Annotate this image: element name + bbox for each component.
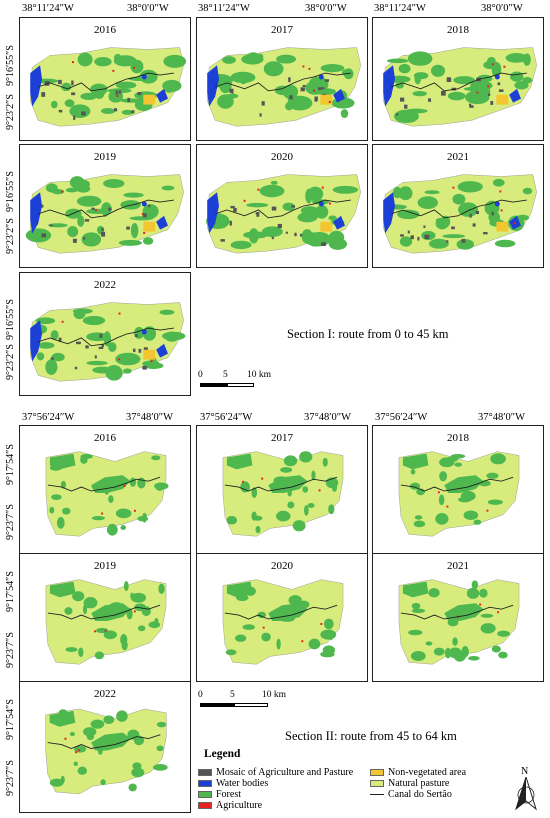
s1-lat-bottom-r2: 9°23′2″S — [5, 218, 16, 254]
s2-scale-zero: 0 — [198, 690, 203, 700]
legend: Legend Mosaic of Agriculture and Pasture… — [198, 748, 528, 816]
s2-scale-mid: 5 — [230, 690, 235, 700]
legend-swatch-nonveg — [370, 769, 384, 776]
s1-lon-right-3: 38°0′0″W — [481, 3, 523, 14]
s2-year-2016: 2016 — [94, 432, 116, 444]
s1-year-2018: 2018 — [447, 24, 469, 36]
legend-label-canal: Canal do Sertão — [388, 789, 452, 800]
s2-map-2021: 2021 — [372, 553, 544, 682]
north-arrow-icon: N — [514, 766, 538, 811]
s1-year-2019: 2019 — [94, 151, 116, 163]
s1-scale-mid: 5 — [223, 370, 228, 380]
s1-lat-top-r1: 9°16′55″S — [5, 45, 16, 86]
s2-year-2018: 2018 — [447, 432, 469, 444]
legend-swatch-agriculture — [198, 802, 212, 809]
legend-swatch-mosaic — [198, 769, 212, 776]
s1-lat-top-r3: 9°16′55″S — [5, 299, 16, 340]
s2-lat-bottom-r1: 9°23′7″S — [5, 504, 16, 540]
s1-map-2022: 2022 — [19, 272, 191, 396]
s1-lon-left-1: 38°11′24″W — [22, 3, 74, 14]
s1-scale-end: 10 km — [247, 370, 272, 380]
legend-label-nonveg: Non-vegetated area — [388, 767, 467, 778]
s1-year-2016: 2016 — [94, 24, 116, 36]
s1-lat-top-r2: 9°16′55″S — [5, 171, 16, 212]
s1-map-2017: 2017 — [196, 17, 368, 141]
s1-lon-right-1: 38°0′0″W — [127, 3, 169, 14]
s2-lat-top-r3: 9°17′54″S — [5, 699, 16, 740]
legend-swatch-pasture — [370, 780, 384, 787]
s2-scalebar: 0 5 10 km — [198, 690, 286, 709]
s1-lat-bottom-r3: 9°23′2″S — [5, 344, 16, 380]
legend-title: Legend — [204, 748, 241, 760]
s1-map-2018: 2018 — [372, 17, 544, 141]
s2-section-label: Section II: route from 45 to 64 km — [285, 729, 457, 743]
s2-lat-bottom-r3: 9°23′7″S — [5, 760, 16, 796]
s1-year-2017: 2017 — [271, 24, 293, 36]
legend-label-forest: Forest — [216, 789, 241, 800]
s2-map-2016: 2016 — [19, 425, 191, 554]
s2-map-2022: 2022 — [19, 681, 191, 813]
s2-scale-end: 10 km — [262, 690, 287, 700]
s1-map-2019: 2019 — [19, 144, 191, 268]
s2-lon-right-2: 37°48′0″W — [304, 412, 352, 423]
s1-scalebar: 0 5 10 km — [198, 370, 280, 389]
s1-map-2021: 2021 — [372, 144, 544, 268]
s2-lon-left-1: 37°56′24″W — [22, 412, 75, 423]
s1-year-2022: 2022 — [94, 279, 116, 291]
legend-label-mosaic: Mosaic of Agriculture and Pasture — [216, 767, 354, 778]
s2-lat-top-r2: 9°17′54″S — [5, 571, 16, 612]
s2-lat-top-r1: 9°17′54″S — [5, 444, 16, 485]
s2-year-2020: 2020 — [271, 560, 293, 572]
s1-lon-left-2: 38°11′24″W — [198, 3, 250, 14]
s1-lon-left-3: 38°11′24″W — [374, 3, 426, 14]
s2-year-2019: 2019 — [94, 560, 116, 572]
s1-year-2021: 2021 — [447, 151, 469, 163]
s2-lon-right-3: 37°48′0″W — [478, 412, 526, 423]
s2-year-2017: 2017 — [271, 432, 293, 444]
s1-scale-zero: 0 — [198, 370, 203, 380]
s1-section-label: Section I: route from 0 to 45 km — [287, 327, 449, 341]
legend-swatch-forest — [198, 791, 212, 798]
s2-lon-left-2: 37°56′24″W — [200, 412, 253, 423]
s2-lon-left-3: 37°56′24″W — [375, 412, 428, 423]
s1-map-2016: 2016 — [19, 17, 191, 141]
legend-swatch-water — [198, 780, 212, 787]
legend-label-pasture: Natural pasture — [388, 778, 450, 789]
s2-year-2022: 2022 — [94, 688, 116, 700]
s2-map-2017: 2017 — [196, 425, 368, 554]
s1-lon-right-2: 38°0′0″W — [305, 3, 347, 14]
north-label: N — [521, 766, 529, 777]
s2-map-2018: 2018 — [372, 425, 544, 554]
s2-lat-bottom-r2: 9°23′7″S — [5, 632, 16, 668]
s2-year-2021: 2021 — [447, 560, 469, 572]
s2-map-2020: 2020 — [196, 553, 368, 682]
s1-year-2020: 2020 — [271, 151, 293, 163]
legend-label-water: Water bodies — [216, 778, 269, 789]
legend-label-agriculture: Agriculture — [216, 800, 263, 811]
s1-map-2020: 2020 — [196, 144, 368, 268]
s2-map-2019: 2019 — [19, 553, 191, 682]
s1-lat-bottom-r1: 9°23′2″S — [5, 94, 16, 130]
s2-lon-right-1: 37°48′0″W — [126, 412, 174, 423]
legend-line-canal — [370, 794, 384, 795]
